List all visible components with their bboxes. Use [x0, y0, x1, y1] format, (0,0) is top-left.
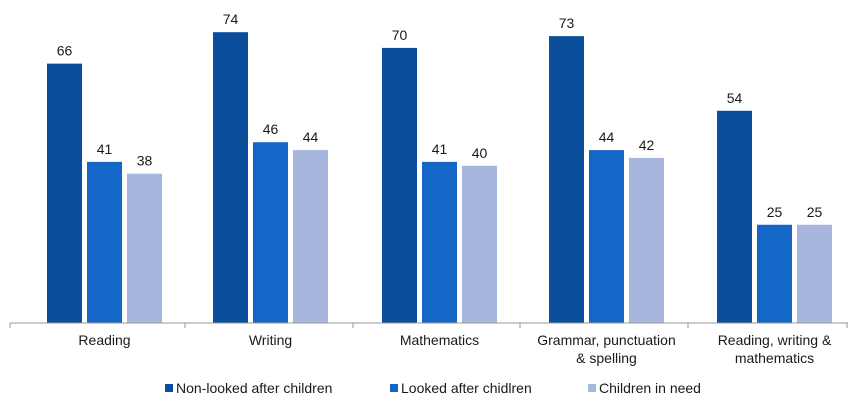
legend-swatch [588, 384, 596, 392]
category-label-line: Writing [249, 332, 292, 348]
value-labels-layer: 66 41 38 74 46 44 70 41 40 73 44 42 54 25 25 [57, 11, 823, 220]
bars-layer [47, 32, 832, 324]
category-label: Grammar, punctuation & spelling [537, 332, 676, 366]
category-label: Mathematics [400, 332, 479, 348]
bar [382, 47, 417, 324]
category-label-line: Reading, writing & [718, 332, 832, 348]
category-label-line: Reading [78, 332, 130, 348]
bar [462, 165, 497, 323]
bar [253, 142, 288, 323]
data-label: 54 [727, 90, 743, 106]
data-label: 41 [432, 141, 448, 157]
bar [127, 173, 162, 323]
data-label: 40 [472, 145, 488, 161]
legend-label: Children in need [599, 380, 701, 396]
data-label: 38 [137, 153, 153, 169]
x-axis-ticks [9, 323, 848, 328]
bar [629, 157, 664, 323]
bar [797, 224, 832, 323]
legend-swatch [165, 384, 173, 392]
category-labels-layer: Reading Writing Mathematics Grammar, punctu… [78, 332, 832, 366]
data-label: 74 [223, 11, 239, 27]
data-label: 70 [392, 27, 408, 43]
data-label: 44 [303, 129, 319, 145]
bar [757, 224, 792, 323]
legend: Non-looked after children Looked after ch… [165, 380, 701, 396]
data-label: 46 [263, 121, 279, 137]
data-label: 44 [599, 129, 615, 145]
data-label: 41 [97, 141, 113, 157]
data-label: 42 [639, 137, 655, 153]
legend-swatch [390, 384, 398, 392]
category-label: Reading, writing & mathematics [718, 332, 832, 366]
category-label: Writing [249, 332, 292, 348]
category-label-line: mathematics [735, 350, 814, 366]
legend-label: Non-looked after children [176, 380, 332, 396]
category-label-line: Grammar, punctuation [537, 332, 676, 348]
bar [717, 110, 752, 323]
data-label: 66 [57, 43, 73, 59]
bar [47, 63, 82, 324]
bar [213, 32, 248, 324]
bar [422, 161, 457, 323]
category-label-line: & spelling [576, 350, 637, 366]
bar [589, 150, 624, 323]
bar [549, 36, 584, 324]
category-label-line: Mathematics [400, 332, 479, 348]
bar [87, 161, 122, 323]
bar [293, 150, 328, 323]
category-label: Reading [78, 332, 130, 348]
data-label: 73 [559, 15, 575, 31]
data-label: 25 [807, 204, 823, 220]
legend-label: Looked after chidlren [401, 380, 532, 396]
data-label: 25 [767, 204, 783, 220]
